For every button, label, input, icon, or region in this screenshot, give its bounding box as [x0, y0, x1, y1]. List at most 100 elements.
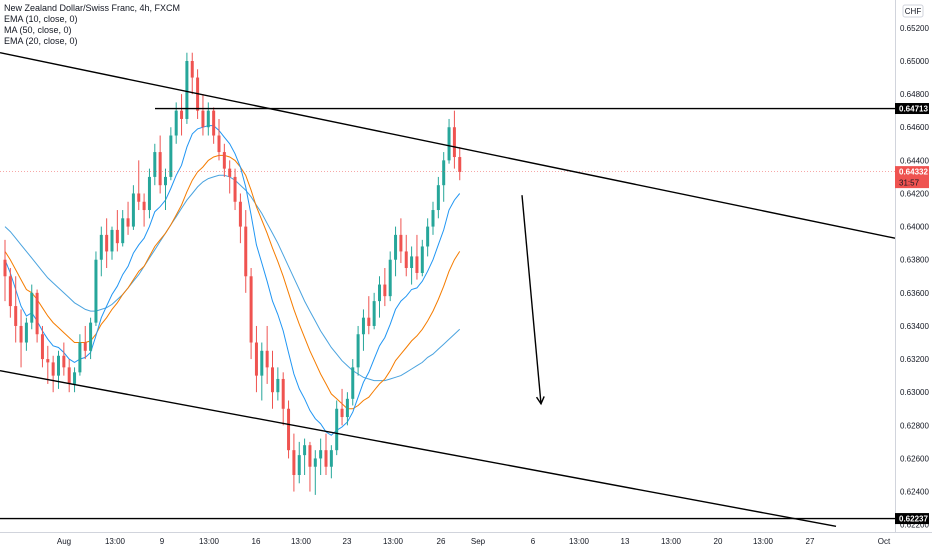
candle-body[interactable]: [137, 193, 141, 202]
candle-body[interactable]: [222, 152, 226, 169]
candle-body[interactable]: [233, 176, 237, 202]
candle-body[interactable]: [94, 259, 98, 323]
candle-body[interactable]: [383, 284, 387, 297]
candle-body[interactable]: [271, 367, 274, 393]
candle-body[interactable]: [356, 334, 360, 368]
candle-body[interactable]: [164, 176, 167, 186]
candle-body[interactable]: [40, 334, 44, 360]
candle-body[interactable]: [436, 185, 440, 211]
indicator-ema10-label[interactable]: EMA (10, close, 0): [4, 14, 78, 24]
candle-body[interactable]: [399, 234, 403, 252]
candle-body[interactable]: [121, 218, 125, 244]
candle-body[interactable]: [367, 317, 371, 326]
candle-body[interactable]: [297, 455, 301, 476]
candle-body[interactable]: [46, 359, 50, 363]
candle-body[interactable]: [447, 127, 451, 161]
candle-body[interactable]: [51, 362, 55, 376]
candle-body[interactable]: [174, 110, 178, 136]
down-arrow-shaft[interactable]: [521, 195, 542, 404]
candle-body[interactable]: [244, 226, 248, 277]
candle-body[interactable]: [206, 110, 210, 128]
candle-body[interactable]: [394, 234, 398, 260]
candle-body[interactable]: [276, 378, 280, 393]
candle-body[interactable]: [335, 408, 339, 451]
candle-body[interactable]: [452, 127, 456, 158]
candle-body[interactable]: [158, 152, 162, 186]
indicator-ema20-label[interactable]: EMA (20, close, 0): [4, 36, 78, 46]
candle-body[interactable]: [431, 210, 435, 227]
candle-body[interactable]: [201, 110, 205, 128]
candle-body[interactable]: [410, 256, 414, 268]
candle-body[interactable]: [254, 342, 258, 376]
candle-body[interactable]: [67, 367, 71, 384]
candle-body[interactable]: [14, 306, 18, 326]
candle-body[interactable]: [420, 246, 424, 273]
candle-body[interactable]: [131, 193, 135, 227]
candle-body[interactable]: [404, 251, 408, 268]
candle-body[interactable]: [388, 259, 392, 297]
candle-body[interactable]: [313, 458, 317, 467]
candle-body[interactable]: [238, 201, 242, 227]
candle-body[interactable]: [345, 398, 349, 418]
candle-body[interactable]: [105, 234, 109, 252]
channel-upper-line[interactable]: [0, 52, 896, 239]
candle-body[interactable]: [217, 135, 221, 153]
candle-body[interactable]: [442, 160, 446, 186]
candle-body[interactable]: [292, 450, 296, 476]
candle-body[interactable]: [19, 325, 23, 343]
candle-body[interactable]: [147, 176, 151, 211]
candle-body[interactable]: [3, 259, 7, 277]
candle-body[interactable]: [180, 110, 184, 119]
candle-body[interactable]: [185, 60, 189, 119]
candle-body[interactable]: [8, 276, 12, 307]
candle-body[interactable]: [24, 322, 28, 343]
candle-body[interactable]: [265, 350, 269, 368]
candle-body[interactable]: [308, 445, 312, 467]
candle-body[interactable]: [89, 322, 93, 351]
candle-body[interactable]: [249, 276, 253, 343]
candle-body[interactable]: [190, 60, 194, 78]
candle-body[interactable]: [415, 256, 419, 273]
candle-body[interactable]: [458, 157, 462, 172]
candle-body[interactable]: [35, 292, 39, 335]
candle-body[interactable]: [340, 408, 344, 418]
candle-body[interactable]: [115, 229, 119, 244]
chart-title[interactable]: New Zealand Dollar/Swiss Franc, 4h, FXCM: [4, 3, 181, 13]
candle-body[interactable]: [83, 342, 87, 351]
x-tick-label: 20: [714, 537, 723, 546]
candle-body[interactable]: [372, 301, 376, 326]
y-tick-label: 0.62600: [900, 454, 929, 463]
channel-lower-line[interactable]: [0, 369, 837, 528]
candle-body[interactable]: [329, 450, 333, 467]
candle-body[interactable]: [153, 152, 157, 177]
candle-body[interactable]: [62, 355, 66, 368]
candle-body[interactable]: [426, 226, 430, 247]
candle-body[interactable]: [303, 445, 307, 456]
candle-body[interactable]: [319, 450, 323, 459]
currency-box[interactable]: [902, 4, 924, 18]
candle-body[interactable]: [78, 342, 82, 373]
candle-body[interactable]: [378, 284, 381, 302]
candle-body[interactable]: [30, 292, 34, 323]
candle-body[interactable]: [57, 355, 60, 376]
candle-body[interactable]: [169, 135, 173, 177]
x-tick-label: 27: [806, 537, 815, 546]
candle-body[interactable]: [351, 367, 355, 399]
candle-body[interactable]: [281, 378, 285, 409]
candle-body[interactable]: [99, 234, 103, 260]
candle-body[interactable]: [228, 168, 232, 177]
candle-body[interactable]: [324, 450, 328, 467]
indicator-ma50-label[interactable]: MA (50, close, 0): [4, 25, 72, 35]
candle-body[interactable]: [212, 110, 216, 136]
current-price-tag-countdown: 31:57: [899, 179, 920, 188]
candle-body[interactable]: [73, 372, 77, 384]
candle-body[interactable]: [142, 201, 146, 211]
candle-body[interactable]: [126, 218, 130, 227]
candle-body[interactable]: [260, 350, 264, 376]
candle-body[interactable]: [361, 317, 365, 335]
price-axis-background: [895, 0, 932, 550]
candle-body[interactable]: [110, 229, 114, 252]
candle-body[interactable]: [287, 408, 291, 451]
x-tick-label: Oct: [878, 537, 891, 546]
